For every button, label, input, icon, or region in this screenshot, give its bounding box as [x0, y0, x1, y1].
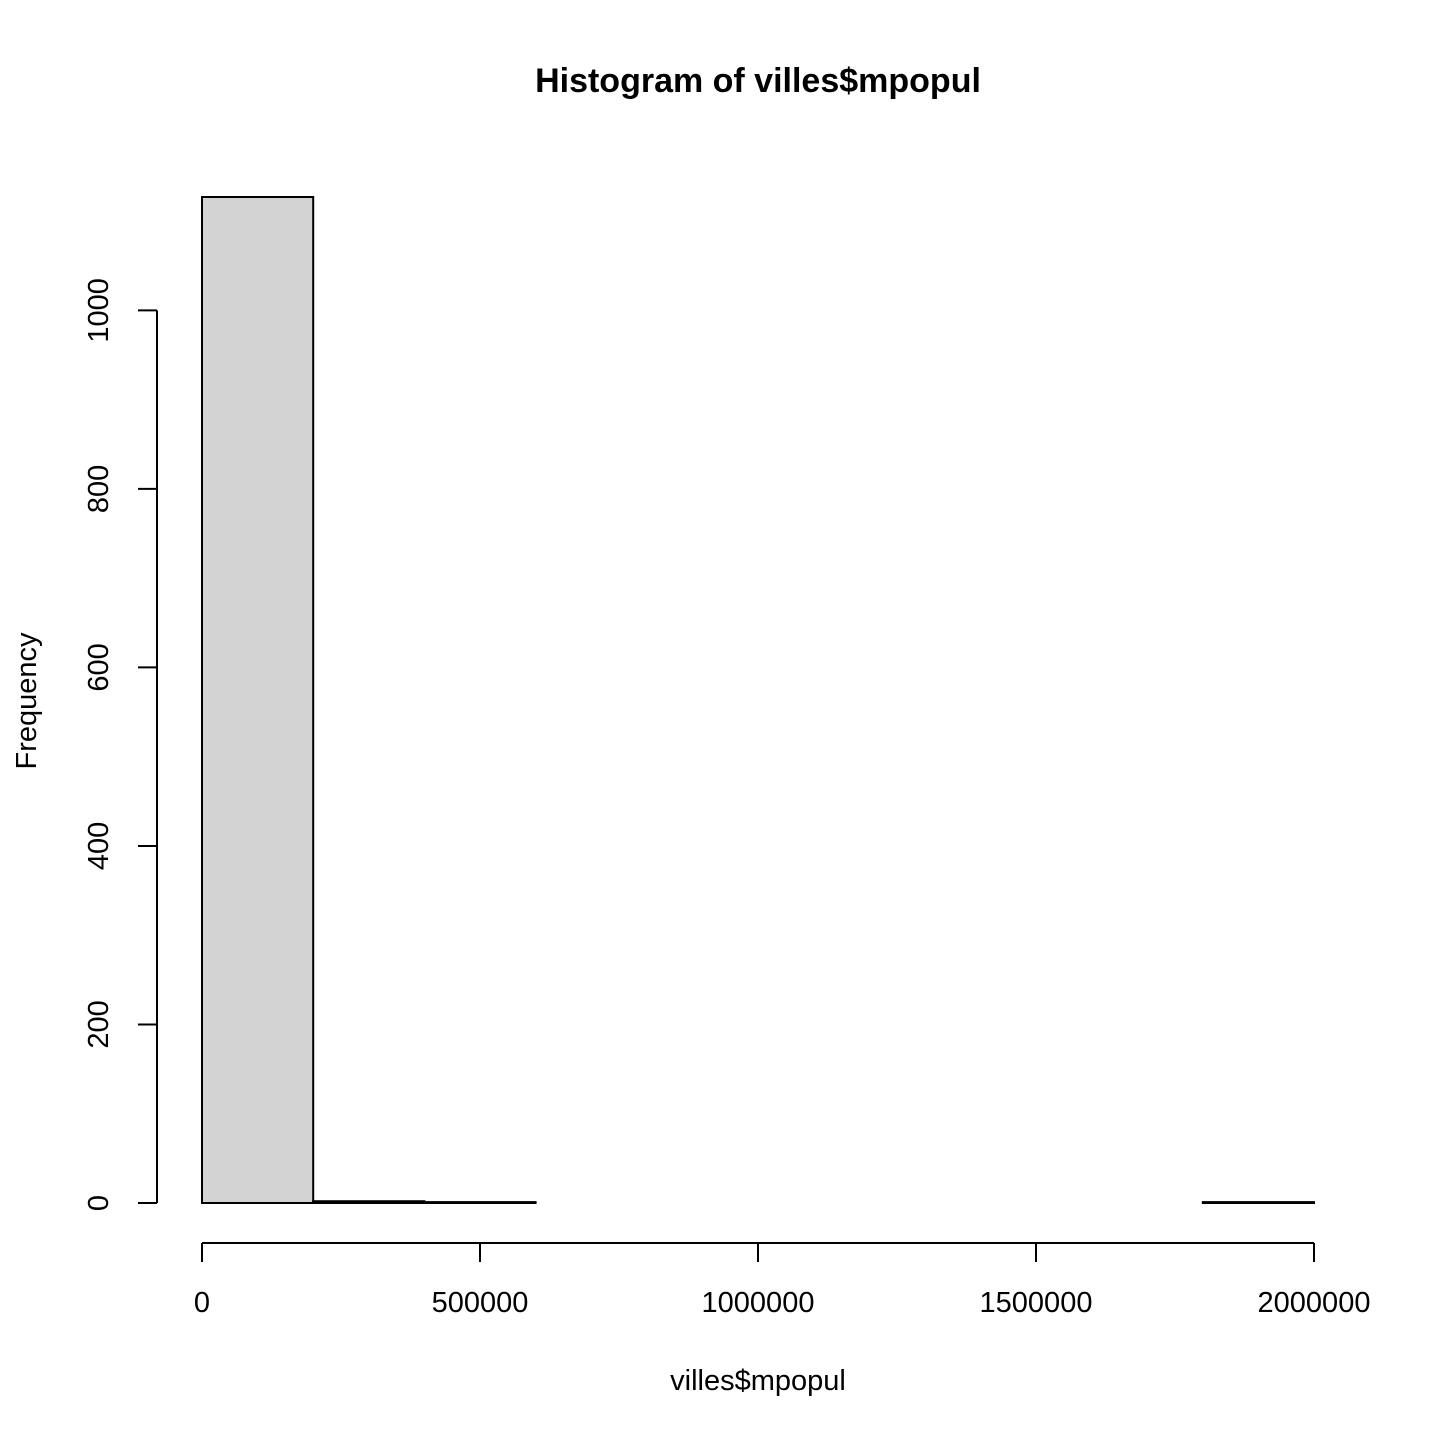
y-axis-label: Frequency	[11, 632, 43, 770]
x-tick-label-3: 1500000	[980, 1287, 1093, 1319]
x-tick-label-2: 1000000	[702, 1287, 815, 1319]
x-tick-label-4: 2000000	[1258, 1287, 1371, 1319]
histogram-bar-2	[423, 1201, 537, 1205]
histogram-bars	[201, 196, 1316, 1205]
y-tick-label-1: 200	[83, 1000, 115, 1048]
y-tick-label-2: 400	[83, 822, 115, 870]
histogram-bar-0	[201, 196, 315, 1204]
chart-title: Histogram of villes$mpopul	[535, 62, 981, 100]
histogram-bar-1	[312, 1200, 426, 1204]
x-tick-label-0: 0	[194, 1287, 210, 1319]
y-tick-label-3: 600	[83, 643, 115, 691]
x-axis: 0 500000 1000000 1500000 2000000	[194, 1242, 1371, 1319]
y-tick-label-4: 800	[83, 465, 115, 513]
y-axis: 0 200 400 600 800 1000	[83, 278, 158, 1211]
x-tick-label-1: 500000	[432, 1287, 529, 1319]
y-tick-label-0: 0	[83, 1195, 115, 1211]
histogram-bar-9	[1201, 1201, 1316, 1205]
y-tick-label-5: 1000	[83, 278, 115, 343]
x-axis-label: villes$mpopul	[670, 1365, 846, 1397]
